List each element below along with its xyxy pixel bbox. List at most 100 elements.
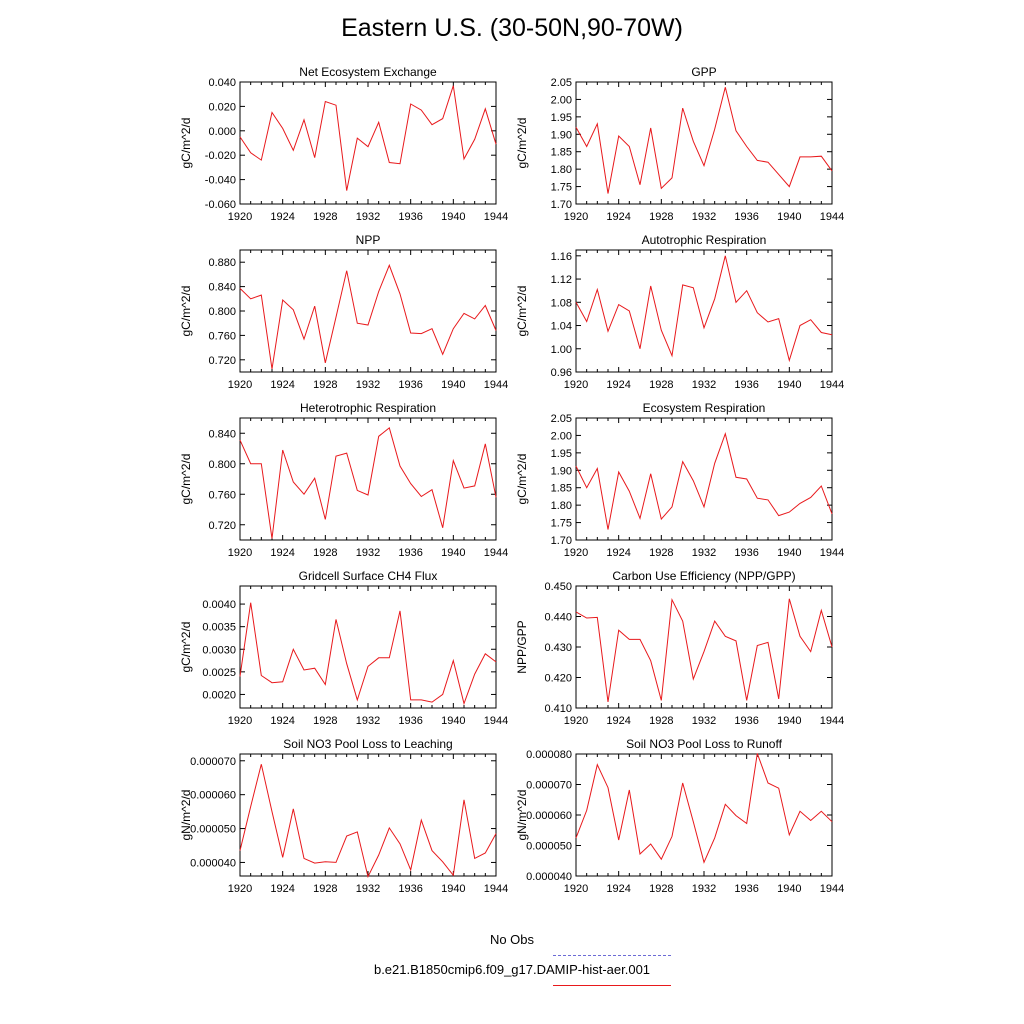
x-tick-label: 1932: [692, 715, 716, 727]
plot-frame: [575, 417, 833, 541]
y-tick-label: 1.95: [551, 448, 572, 460]
y-tick-label: 1.75: [551, 182, 572, 194]
x-tick-label: 1928: [313, 379, 337, 391]
x-tick-label: 1940: [777, 883, 801, 895]
y-tick-label: 2.05: [551, 77, 572, 89]
plot-frame: [239, 753, 497, 877]
y-tick-label: 0.000070: [526, 780, 572, 792]
x-tick-label: 1940: [441, 883, 465, 895]
y-tick-label: -0.020: [205, 150, 236, 162]
plot-frame: [575, 585, 833, 709]
x-tick-label: 1920: [564, 715, 588, 727]
x-tick-label: 1936: [398, 883, 422, 895]
y-tick-label: 1.70: [551, 535, 572, 547]
y-tick-label: 0.000080: [526, 749, 572, 761]
x-tick-label: 1940: [777, 379, 801, 391]
x-tick-label: 1920: [564, 883, 588, 895]
panel-title: Autotrophic Respiration: [642, 233, 767, 247]
plot-frame: [575, 81, 833, 205]
y-tick-label: 0.440: [544, 612, 572, 624]
y-tick-label: 0.0035: [202, 622, 236, 634]
x-tick-label: 1920: [564, 379, 588, 391]
x-tick-label: 1936: [398, 379, 422, 391]
y-tick-label: 0.840: [208, 428, 236, 440]
y-tick-label: 1.85: [551, 147, 572, 159]
x-tick-label: 1920: [228, 379, 252, 391]
panel-title: Heterotrophic Respiration: [300, 401, 436, 415]
x-tick-label: 1920: [228, 211, 252, 223]
plot-frame: [239, 81, 497, 205]
panel-title: Net Ecosystem Exchange: [299, 65, 437, 79]
panel-title: NPP: [356, 233, 381, 247]
x-tick-label: 1932: [356, 883, 380, 895]
chart-panel-4: Heterotrophic Respiration gC/m^2/d 1920 192…: [179, 401, 508, 559]
x-tick-label: 1924: [606, 883, 630, 895]
chart-panel-6: Gridcell Surface CH4 Flux gC/m^2/d 1920 192…: [179, 569, 508, 727]
series-line: [239, 427, 497, 539]
x-tick-label: 1936: [734, 883, 758, 895]
y-axis-label: gC/m^2/d: [515, 286, 529, 337]
y-tick-label: 1.00: [551, 344, 572, 356]
x-tick-label: 1928: [313, 547, 337, 559]
series-line: [239, 764, 497, 879]
chart-panel-5: Ecosystem Respiration gC/m^2/d 1920 1924 192…: [515, 401, 844, 559]
y-tick-label: 0.000040: [526, 871, 572, 883]
x-tick-label: 1944: [484, 379, 508, 391]
y-axis-label: gC/m^2/d: [515, 118, 529, 169]
y-axis-label: gC/m^2/d: [179, 454, 193, 505]
x-tick-label: 1932: [356, 715, 380, 727]
chart-panel-2: NPP gC/m^2/d 1920 1924 1928 1932 1936 1940 1944 0…: [179, 233, 508, 391]
chart-panel-9: Soil NO3 Pool Loss to Runoff gN/m^2/d 1920…: [515, 737, 844, 895]
y-axis-label: gN/m^2/d: [515, 790, 529, 841]
x-tick-label: 1944: [484, 883, 508, 895]
y-tick-label: 0.720: [208, 355, 236, 367]
x-tick-label: 1924: [270, 547, 294, 559]
y-tick-label: 0.840: [208, 282, 236, 294]
y-tick-label: 0.880: [208, 257, 236, 269]
y-tick-label: 1.85: [551, 483, 572, 495]
y-tick-label: 1.70: [551, 199, 572, 211]
x-tick-label: 1932: [356, 211, 380, 223]
x-tick-label: 1920: [564, 211, 588, 223]
x-tick-label: 1924: [270, 379, 294, 391]
y-tick-label: 1.90: [551, 465, 572, 477]
x-tick-label: 1928: [313, 211, 337, 223]
x-tick-label: 1940: [777, 715, 801, 727]
y-tick-label: 0.420: [544, 673, 572, 685]
x-tick-label: 1932: [692, 883, 716, 895]
series-line: [575, 431, 833, 530]
y-axis-label: gC/m^2/d: [179, 118, 193, 169]
y-tick-label: 0.040: [208, 77, 236, 89]
y-tick-label: 0.800: [208, 306, 236, 318]
y-tick-label: 1.95: [551, 112, 572, 124]
y-tick-label: 1.80: [551, 164, 572, 176]
x-tick-label: 1928: [649, 547, 673, 559]
x-tick-label: 1932: [356, 547, 380, 559]
chart-panel-3: Autotrophic Respiration gC/m^2/d 1920 1924 1…: [515, 233, 844, 391]
x-tick-label: 1928: [649, 211, 673, 223]
y-axis-label: gC/m^2/d: [179, 286, 193, 337]
y-axis-label: gC/m^2/d: [515, 454, 529, 505]
x-tick-label: 1936: [734, 211, 758, 223]
x-tick-label: 1928: [313, 883, 337, 895]
series-line: [575, 597, 833, 702]
x-tick-label: 1944: [820, 883, 844, 895]
panel-title: Ecosystem Respiration: [643, 401, 766, 415]
y-tick-label: 0.0030: [202, 644, 236, 656]
y-axis-label: gN/m^2/d: [179, 790, 193, 841]
legend-line-no-obs: [553, 955, 671, 956]
y-tick-label: 0.0020: [202, 689, 236, 701]
y-tick-label: 0.760: [208, 330, 236, 342]
figure-title: Eastern U.S. (30-50N,90-70W): [341, 14, 683, 42]
y-tick-label: 0.410: [544, 703, 572, 715]
x-tick-label: 1936: [734, 715, 758, 727]
series-line: [239, 602, 497, 706]
chart-panel-8: Soil NO3 Pool Loss to Leaching gN/m^2/d 19…: [179, 737, 508, 895]
y-tick-label: 0.000050: [526, 841, 572, 853]
plot-frame: [239, 249, 497, 373]
x-tick-label: 1936: [398, 211, 422, 223]
y-tick-label: 2.00: [551, 430, 572, 442]
x-tick-label: 1940: [777, 547, 801, 559]
x-tick-label: 1932: [692, 379, 716, 391]
panel-title: Soil NO3 Pool Loss to Leaching: [283, 737, 452, 751]
